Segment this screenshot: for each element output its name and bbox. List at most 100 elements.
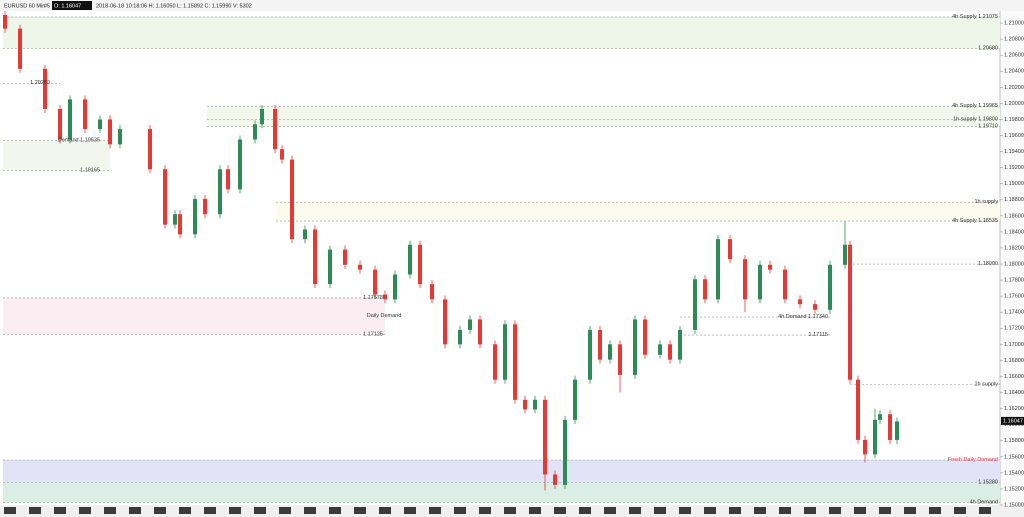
candle-body xyxy=(280,149,284,160)
candle-body xyxy=(418,244,422,285)
y-tick-label: 1.20400 xyxy=(1004,69,1024,75)
time-label-box xyxy=(604,507,616,514)
y-tick-label: 1.18200 xyxy=(1004,245,1024,251)
level-label: 4h Supply 1.18535 xyxy=(952,218,998,224)
time-label-box xyxy=(454,507,466,514)
header-item: O: 1.16047 xyxy=(54,3,81,9)
level-label: 4h Demand xyxy=(970,500,998,506)
candle-body xyxy=(273,108,277,150)
level-label: 4h Supply 1.19965 xyxy=(952,103,998,109)
y-tick-label: 1.17400 xyxy=(1004,310,1024,316)
level-label: 1.19165 xyxy=(80,167,100,173)
symbol: EURUSD 60 Min xyxy=(4,3,45,9)
level-label: 1.17125 xyxy=(363,331,383,337)
zone xyxy=(276,202,1000,222)
candle-body xyxy=(643,319,647,355)
candle-body xyxy=(478,319,482,345)
y-tick-label: 1.16400 xyxy=(1004,390,1024,396)
candle-body xyxy=(203,198,207,215)
candle-body xyxy=(3,15,7,29)
y-tick-label: 1.15200 xyxy=(1004,486,1024,492)
candle-body xyxy=(553,474,557,485)
candle-body xyxy=(848,244,852,380)
candle-body xyxy=(608,344,612,360)
candle-body xyxy=(238,139,242,190)
time-label-box xyxy=(104,507,116,514)
y-tick-label: 1.15000 xyxy=(1004,502,1024,508)
y-tick-label: 1.16600 xyxy=(1004,374,1024,380)
candle-body xyxy=(458,329,462,345)
candle-body xyxy=(443,299,447,345)
y-tick-label: 1.20600 xyxy=(1004,53,1024,59)
candle-body xyxy=(563,419,567,485)
y-tick-label: 1.17200 xyxy=(1004,326,1024,332)
time-label-box xyxy=(579,507,591,514)
candle-body xyxy=(728,239,732,260)
time-label-box xyxy=(154,507,166,514)
level-label: 1.17115 xyxy=(809,332,828,338)
y-tick-label: 1.19200 xyxy=(1004,165,1024,171)
candle-body xyxy=(18,28,22,69)
time-label-box xyxy=(904,507,916,514)
level-label: 1.20680 xyxy=(978,46,998,52)
candle-body xyxy=(888,414,892,440)
candle-body xyxy=(108,119,112,145)
zone xyxy=(3,460,1000,483)
time-label-box xyxy=(479,507,491,514)
candle-body xyxy=(523,399,527,410)
y-tick-label: 1.19400 xyxy=(1004,149,1024,155)
time-label-box xyxy=(279,507,291,514)
candle-body xyxy=(768,264,772,270)
level-label: 1.20250 xyxy=(30,80,50,86)
time-label-box xyxy=(729,507,741,514)
time-label-box xyxy=(229,507,241,514)
candle-body xyxy=(493,344,497,380)
time-label-box xyxy=(354,507,366,514)
y-tick-label: 1.20000 xyxy=(1004,101,1024,107)
y-tick-label: 1.21000 xyxy=(1004,21,1024,27)
candle-body xyxy=(218,169,222,215)
candle-body xyxy=(58,108,62,140)
y-tick-label: 1.18800 xyxy=(1004,197,1024,203)
candle-body xyxy=(313,229,317,285)
candle-body xyxy=(68,99,72,140)
header-bar xyxy=(0,0,1024,11)
time-label-box xyxy=(629,507,641,514)
time-label-box xyxy=(554,507,566,514)
time-label-box xyxy=(804,507,816,514)
candle-body xyxy=(743,259,747,300)
candle-body xyxy=(260,108,264,125)
candle-body xyxy=(618,344,622,375)
level-label: 4h Demand 1.17340 xyxy=(778,314,828,320)
annotation: Daily Demand xyxy=(367,313,402,319)
candle-body xyxy=(895,421,899,440)
y-tick-label: 1.18600 xyxy=(1004,213,1024,219)
candle-body xyxy=(290,159,294,240)
candle-body xyxy=(383,294,387,300)
time-label-box xyxy=(704,507,716,514)
level-label: 1.17578 xyxy=(363,295,383,301)
candle-body xyxy=(693,279,697,330)
candle-body xyxy=(328,249,332,285)
candle-body xyxy=(468,319,472,330)
level-label: 1.18000 xyxy=(978,261,998,267)
level-label: 4h Supply 1.21075 xyxy=(952,14,998,20)
candle-body xyxy=(83,99,87,130)
candle-body xyxy=(343,249,347,265)
y-tick-label: 1.19600 xyxy=(1004,133,1024,139)
time-label-box xyxy=(379,507,391,514)
time-label-box xyxy=(429,507,441,514)
candle-body xyxy=(430,284,434,300)
candle-body xyxy=(98,119,102,130)
level-label: 1.19710 xyxy=(978,124,998,130)
time-label-box xyxy=(304,507,316,514)
candle-body xyxy=(598,329,602,360)
candle-body xyxy=(358,264,362,270)
time-label-box xyxy=(79,507,91,514)
time-label-box xyxy=(29,507,41,514)
time-label-box xyxy=(129,507,141,514)
y-tick-label: 1.19000 xyxy=(1004,181,1024,187)
